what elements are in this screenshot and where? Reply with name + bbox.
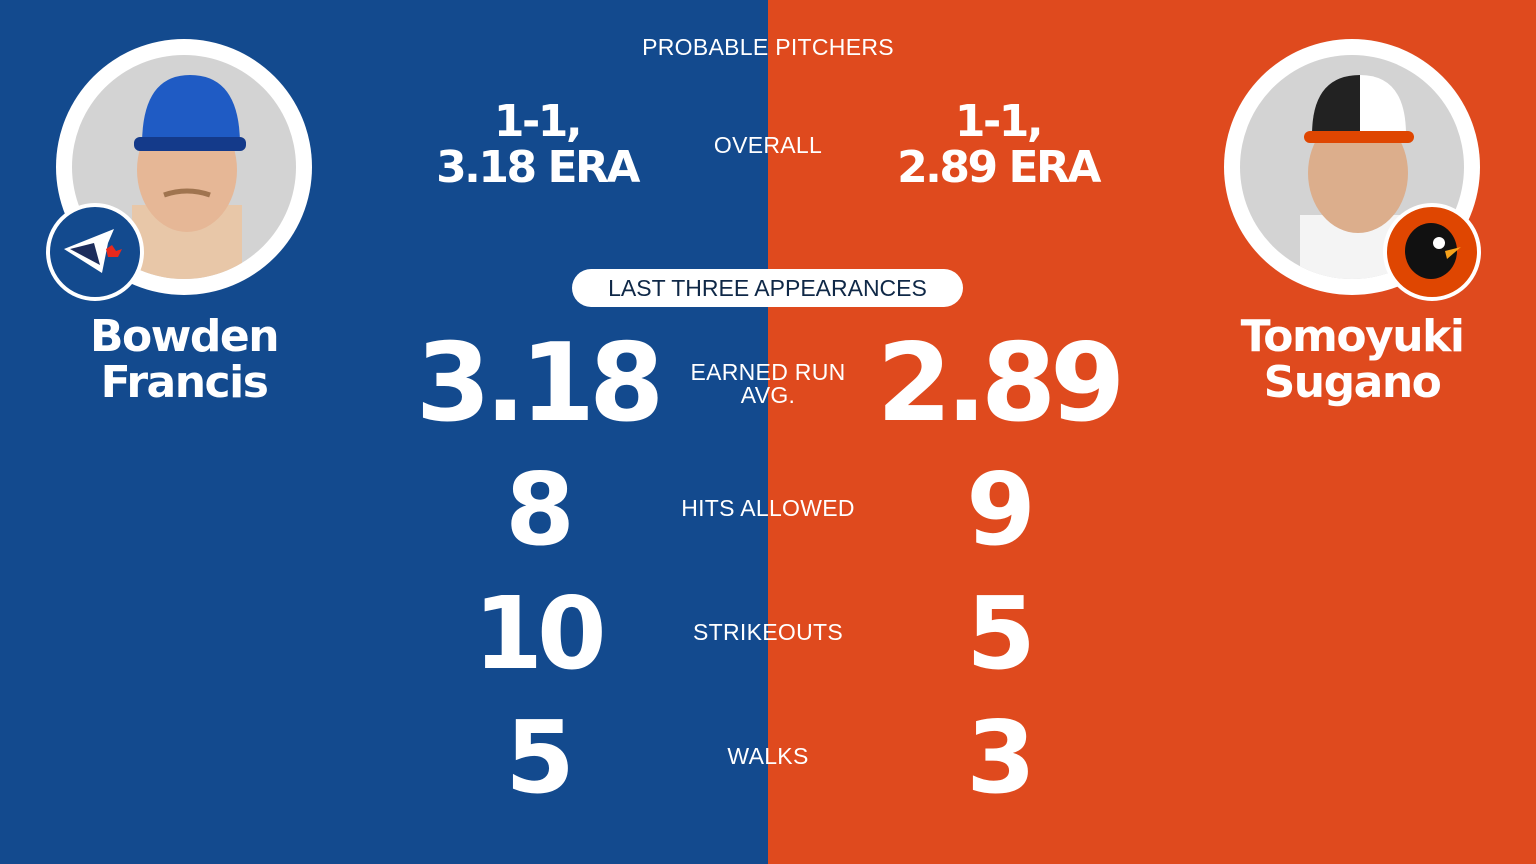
- left-era: 3.18: [415, 321, 664, 446]
- overall-label: OVERALL: [713, 132, 823, 158]
- orioles-logo-icon: [1383, 203, 1481, 301]
- header-title: PROBABLE PITCHERS: [642, 34, 894, 60]
- right-overall-record: 1-1,: [954, 96, 1044, 147]
- left-overall-era: 3.18 ERA: [436, 142, 640, 193]
- right-hits: 9: [966, 451, 1036, 568]
- left-strikeouts: 10: [473, 575, 606, 692]
- blue-jays-logo-icon: [46, 203, 144, 301]
- era-label: EARNED RUN AVG.: [690, 361, 845, 407]
- era-label-line1: EARNED RUN: [690, 359, 846, 385]
- left-overall: 1-1, 3.18 ERA: [436, 96, 640, 193]
- era-label-line2: AVG.: [740, 382, 796, 408]
- left-hits: 8: [505, 451, 575, 568]
- walks-label: WALKS: [727, 743, 809, 769]
- left-player-name: Bowden Francis: [89, 311, 280, 408]
- hits-label: HITS ALLOWED: [681, 495, 855, 521]
- left-walks: 5: [505, 699, 575, 816]
- right-last-name: Sugano: [1263, 357, 1442, 408]
- right-player-photo: [1224, 39, 1480, 295]
- right-overall-era: 2.89 ERA: [897, 142, 1101, 193]
- strikeouts-label: STRIKEOUTS: [693, 619, 843, 645]
- left-overall-record: 1-1,: [493, 96, 583, 147]
- right-overall: 1-1, 2.89 ERA: [897, 96, 1101, 193]
- right-era: 2.89: [876, 321, 1125, 446]
- right-player-name: Tomoyuki Sugano: [1240, 311, 1465, 408]
- left-last-name: Francis: [100, 357, 269, 408]
- right-walks: 3: [966, 699, 1036, 816]
- right-strikeouts: 5: [966, 575, 1036, 692]
- right-first-name: Tomoyuki: [1240, 311, 1465, 362]
- left-first-name: Bowden: [89, 311, 280, 362]
- last-three-appearances-pill: LAST THREE APPEARANCES: [572, 269, 963, 307]
